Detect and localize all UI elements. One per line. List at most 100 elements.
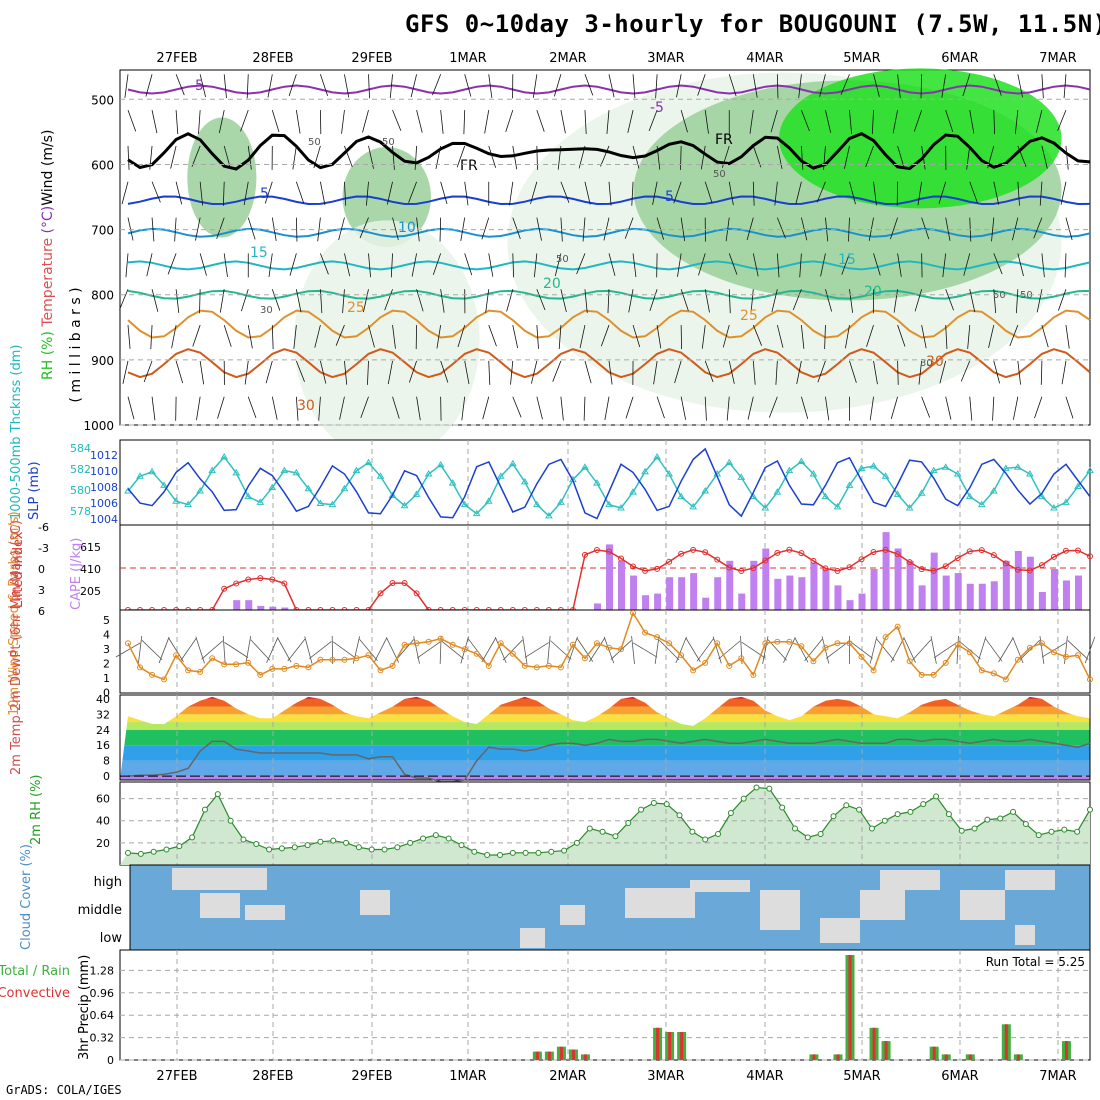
wind-barb xyxy=(728,289,731,314)
thickness-line-point xyxy=(629,488,637,495)
convective-bar xyxy=(1064,1041,1068,1060)
wind-barb xyxy=(512,396,522,418)
wind-barb xyxy=(368,74,370,99)
cape-bar xyxy=(978,583,986,610)
cloud-clear-area xyxy=(860,890,905,920)
wind10-line-point xyxy=(149,671,156,678)
lifted-index-line-point xyxy=(786,546,793,553)
lifted-index-line-point xyxy=(1038,562,1045,569)
wind-barb xyxy=(461,396,466,421)
wind-barb xyxy=(849,289,854,313)
wind-barb xyxy=(921,217,930,240)
wind-barb xyxy=(554,253,562,277)
wind10-ylabel: 10m Wind Speed & Barbs (m/s) xyxy=(7,511,22,716)
y-tick-label: 3 xyxy=(38,584,45,597)
y-tick-label: 0.96 xyxy=(90,987,115,1000)
date-label-top: 2MAR xyxy=(549,51,586,66)
date-label-bottom: 7MAR xyxy=(1039,1069,1076,1084)
thickness-line-point xyxy=(953,470,962,477)
cape-bar xyxy=(810,562,818,610)
wind-barb xyxy=(584,74,594,96)
wind-barb xyxy=(440,360,449,383)
rh2m-point xyxy=(343,839,350,846)
wind-barb xyxy=(749,110,754,134)
y-tick-label: 8 xyxy=(103,755,110,768)
rh-contour-label: 50 xyxy=(382,137,395,148)
rh2m-point xyxy=(715,831,722,838)
wind-barb xyxy=(825,289,833,312)
rh2m-point xyxy=(740,795,747,802)
y-tick-label: 1006 xyxy=(90,497,118,510)
lifted-index-line-point xyxy=(257,575,264,582)
isotherm-fr xyxy=(127,132,1091,171)
wind-barb xyxy=(264,181,273,204)
wind10-line-point xyxy=(137,664,144,671)
rh2m-point xyxy=(150,848,157,855)
wind10-barb xyxy=(201,640,224,660)
wind10-barb xyxy=(783,637,796,663)
wind10-line-point xyxy=(437,635,444,642)
wind10-line-point xyxy=(1002,676,1009,683)
wind-barb xyxy=(993,181,1000,205)
wind10-line-point xyxy=(822,644,829,651)
wind-barb xyxy=(945,289,954,311)
wind-barb xyxy=(463,110,466,135)
lifted-index-line-point xyxy=(281,580,288,587)
cape-bar xyxy=(642,595,650,610)
wind-barb xyxy=(344,145,353,168)
wind-barb xyxy=(988,324,995,348)
date-label-bottom: 5MAR xyxy=(843,1069,880,1084)
rh2m-point xyxy=(522,849,529,856)
wind-barb xyxy=(392,325,396,349)
wind-barb xyxy=(553,74,562,97)
convective-bar xyxy=(932,1046,936,1060)
wind-barb xyxy=(945,109,954,132)
wind10-barb xyxy=(441,640,464,660)
wind-barb xyxy=(701,325,706,349)
date-label-top: 28FEB xyxy=(252,51,293,66)
convective-bar xyxy=(1016,1054,1020,1060)
cape-bar xyxy=(894,548,902,610)
wind-barb xyxy=(849,360,857,383)
rh2m-point xyxy=(484,852,491,859)
thickness-line-point xyxy=(352,466,361,474)
wind-barb xyxy=(170,145,177,169)
wind-barb xyxy=(533,253,538,278)
temp-panel xyxy=(119,694,1091,781)
rh2m-point xyxy=(868,825,875,832)
wind-barb xyxy=(198,110,201,135)
lifted-index-line-point xyxy=(894,551,901,558)
cape-bar xyxy=(870,569,878,610)
wind-barb xyxy=(799,253,802,278)
wind-barb xyxy=(801,145,804,170)
wind-barb xyxy=(464,74,472,97)
lifted-index-line-point xyxy=(906,559,913,566)
lifted-index-line-point xyxy=(702,549,709,556)
thickness-line-point xyxy=(520,477,529,485)
cloud-clear-area xyxy=(200,893,240,918)
wind-barb xyxy=(416,110,423,133)
wind10-line-point xyxy=(569,641,576,648)
wind-barb xyxy=(1041,253,1045,278)
wind10-line-point xyxy=(185,667,192,674)
wind-barb xyxy=(674,360,682,384)
cape-bar xyxy=(1074,575,1082,610)
wind10-line-point xyxy=(954,641,961,648)
wind-barb xyxy=(151,217,155,242)
wind-barb xyxy=(536,217,542,241)
thickness-line-point xyxy=(605,500,613,508)
wind-barb xyxy=(652,181,658,205)
rh-region xyxy=(779,68,1062,209)
wind-barb xyxy=(199,181,204,206)
wind-barb xyxy=(295,110,301,134)
wind-barb xyxy=(344,360,348,385)
wind-barb xyxy=(408,181,417,203)
y-tick-label: 6 xyxy=(38,605,45,618)
wind10-barb xyxy=(287,638,306,662)
lifted-index-line-point xyxy=(389,580,396,587)
wind-barb xyxy=(368,324,375,348)
wind10-line-point xyxy=(557,664,564,671)
wind-barb xyxy=(1015,289,1019,314)
rh2m-point xyxy=(509,849,516,856)
wind10-barb xyxy=(911,639,932,661)
